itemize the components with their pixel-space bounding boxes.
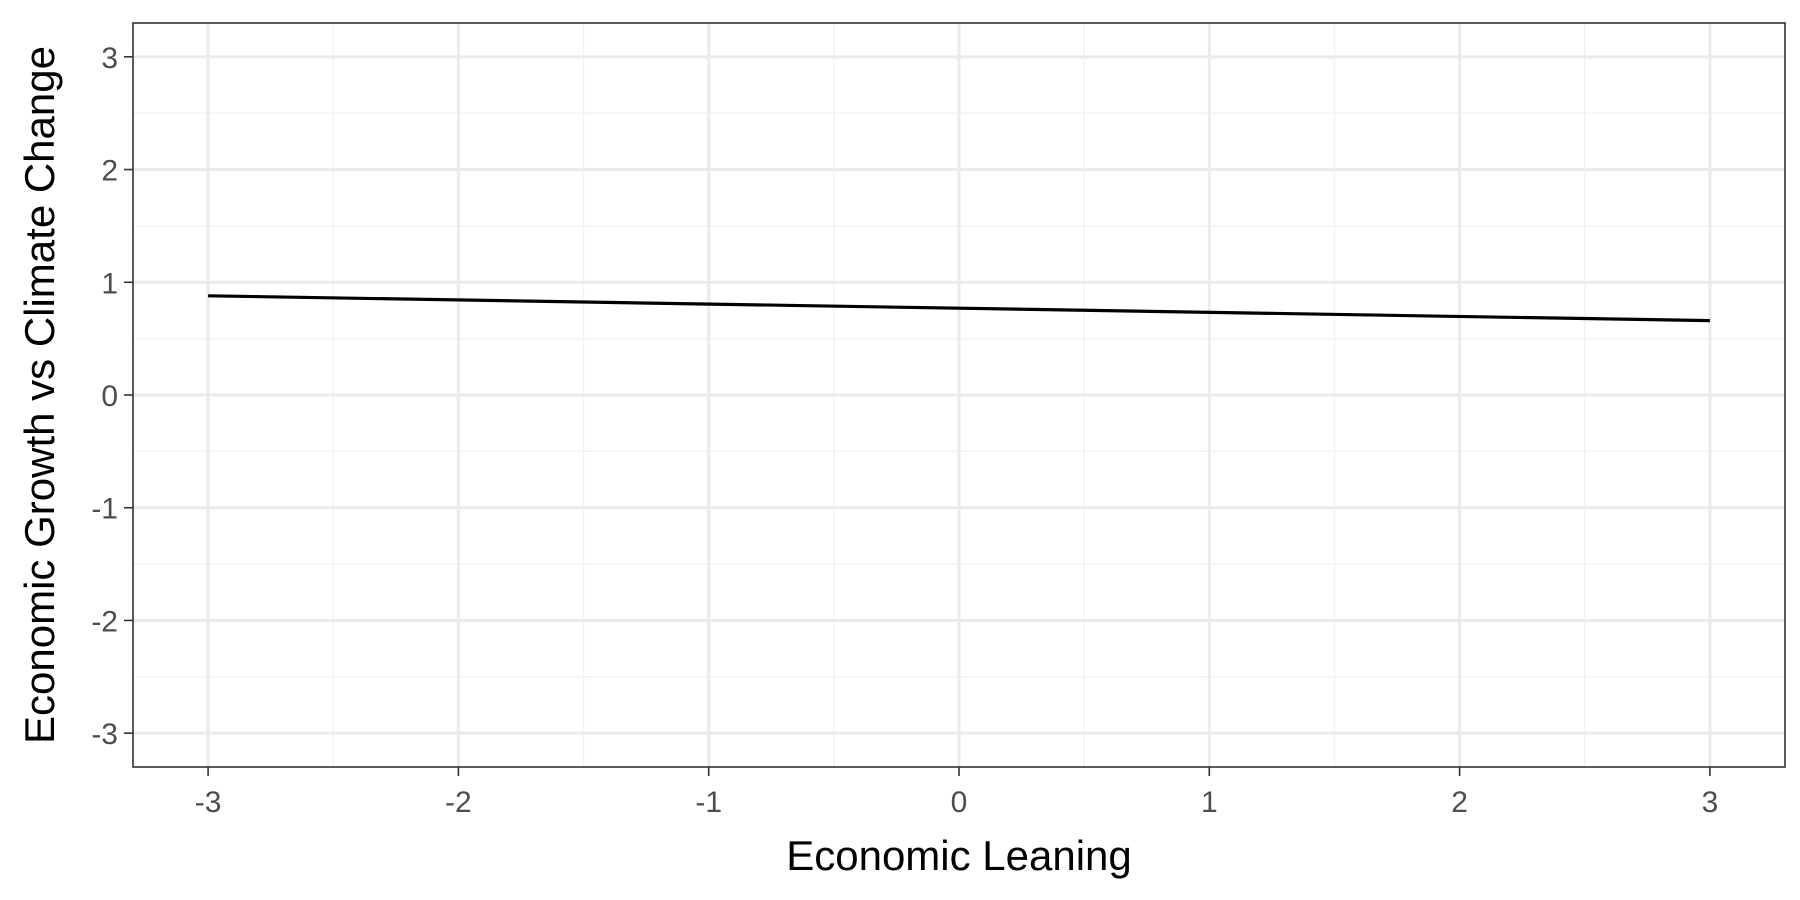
major-gridlines — [133, 23, 1785, 767]
y-axis-ticks: -3 -2 -1 0 1 2 3 — [91, 42, 133, 751]
x-tick-label: -1 — [695, 786, 722, 819]
y-tick-label: 0 — [101, 380, 118, 413]
x-tick-label: 0 — [951, 786, 968, 819]
x-tick-label: -2 — [445, 786, 472, 819]
y-tick-label: 2 — [101, 155, 118, 188]
x-tick-label: -3 — [195, 786, 222, 819]
x-axis-title: Economic Leaning — [786, 832, 1132, 879]
x-tick-label: 1 — [1201, 786, 1218, 819]
series-line-1 — [208, 294, 1710, 323]
y-tick-label: 1 — [101, 267, 118, 300]
x-axis-ticks: -3 -2 -1 0 1 2 3 — [195, 767, 1719, 819]
y-tick-label: -1 — [91, 493, 118, 526]
y-tick-label: -3 — [91, 718, 118, 751]
x-tick-label: 2 — [1451, 786, 1468, 819]
series-layer — [208, 294, 1710, 323]
x-tick-label: 3 — [1702, 786, 1719, 819]
y-tick-label: 3 — [101, 42, 118, 75]
y-tick-label: -2 — [91, 605, 118, 638]
y-axis-title: Economic Growth vs Climate Change — [16, 46, 63, 744]
